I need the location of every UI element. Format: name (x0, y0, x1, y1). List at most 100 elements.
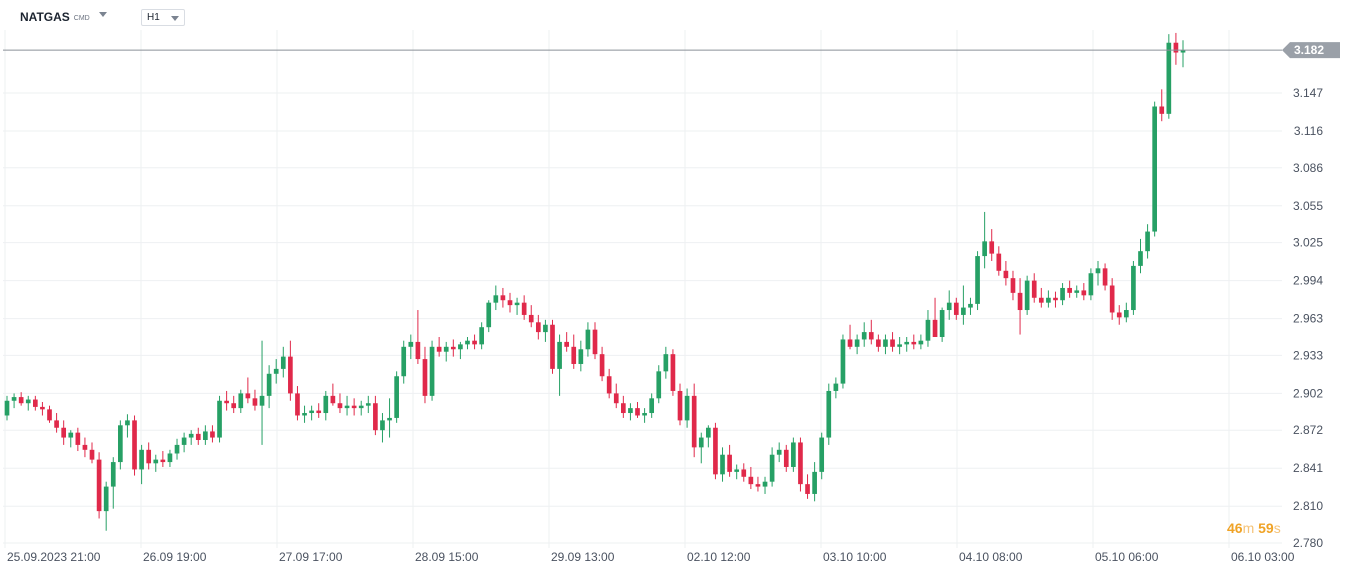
y-tick-label: 3.025 (1293, 236, 1323, 250)
y-tick-label: 3.086 (1293, 161, 1323, 175)
x-tick-label: 04.10 08:00 (959, 550, 1023, 564)
candle-down (132, 420, 137, 470)
candle-up (854, 339, 860, 347)
candle-up (125, 420, 130, 426)
countdown-seconds: 59 (1258, 520, 1274, 536)
candle-down (89, 449, 95, 460)
candle-down (571, 346, 577, 364)
candle-down (507, 300, 513, 306)
candle-down (1173, 42, 1179, 53)
candle-up (585, 329, 591, 350)
symbol-selector[interactable]: NATGAS CMD (20, 10, 107, 24)
candle-down (210, 431, 215, 438)
candle-down (1038, 297, 1044, 303)
candle-down (316, 410, 322, 414)
candle-up (925, 319, 931, 341)
candle-up (1046, 297, 1051, 303)
candle-down (606, 376, 612, 394)
x-tick-label: 27.09 17:00 (279, 550, 343, 564)
candle-up (458, 344, 463, 350)
y-tick-label: 2.841 (1293, 461, 1323, 475)
candle-up (776, 449, 782, 455)
candle-up (557, 341, 562, 369)
candle-down (96, 459, 102, 512)
candle-down (911, 341, 917, 345)
chevron-down-icon (171, 16, 179, 21)
candle-down (953, 302, 959, 315)
x-tick-label: 29.09 13:00 (551, 550, 615, 564)
candle-up (946, 302, 952, 311)
candle-up (543, 324, 548, 333)
candle-up (25, 399, 31, 404)
interval-label: H1 (147, 12, 160, 23)
last-price-label: 3.182 (1294, 43, 1324, 57)
candle-up (628, 408, 633, 414)
candle-up (217, 400, 222, 438)
candle-up (578, 349, 584, 364)
candle-up (684, 395, 690, 421)
candle-down (1003, 270, 1009, 279)
candle-down (47, 409, 52, 421)
candle-up (309, 410, 314, 414)
candle-up (280, 356, 286, 369)
candle-up (720, 454, 725, 475)
y-tick-label: 3.147 (1293, 86, 1323, 100)
candle-up (443, 346, 449, 352)
x-tick-label: 03.10 10:00 (823, 550, 887, 564)
candle-up (649, 398, 655, 414)
candle-up (706, 427, 711, 438)
candle-up (465, 340, 470, 345)
candle-down (876, 339, 881, 347)
candle-up (698, 437, 704, 448)
candle-down (146, 449, 152, 464)
candle-up (1088, 273, 1094, 296)
y-tick-label: 2.933 (1293, 348, 1323, 362)
candle-up (904, 341, 910, 345)
y-tick-label: 2.902 (1293, 386, 1323, 400)
candle-down (613, 393, 619, 404)
candle-up (1131, 265, 1136, 311)
candle-up (408, 341, 414, 347)
x-tick-label: 06.10 03:00 (1231, 550, 1295, 564)
x-tick-label: 28.09 15:00 (415, 550, 479, 564)
candle-down (691, 395, 697, 448)
y-tick-label: 2.810 (1293, 499, 1323, 513)
candle-up (103, 486, 109, 512)
candle-up (826, 390, 832, 438)
candle-down (54, 420, 59, 428)
candle-up (323, 395, 329, 414)
candle-up (656, 371, 662, 399)
candle-down (472, 340, 477, 345)
candle-up (1074, 290, 1080, 293)
candle-down (422, 359, 428, 396)
candle-up (387, 417, 392, 421)
x-tick-label: 02.10 12:00 (687, 550, 751, 564)
candle-down (670, 354, 676, 391)
candle-down (805, 484, 810, 494)
candle-down (755, 484, 761, 487)
candle-countdown: 46m 59s (1227, 520, 1281, 536)
interval-selector[interactable]: H1 (141, 9, 185, 26)
candle-up (259, 395, 265, 406)
candle-up (302, 413, 307, 416)
candle-down (231, 403, 237, 409)
candle-down (1031, 280, 1037, 298)
candle-up (266, 373, 272, 396)
candle-up (819, 437, 825, 472)
candle-down (61, 427, 67, 438)
candle-down (436, 346, 442, 352)
candle-up (663, 354, 669, 372)
last-price-tag (1282, 42, 1340, 59)
chevron-down-icon (98, 11, 107, 17)
candle-up (1145, 231, 1150, 252)
candle-down (160, 459, 166, 463)
candle-down (1109, 285, 1115, 313)
candle-down (1081, 290, 1087, 296)
candle-up (897, 344, 902, 347)
candle-up (110, 462, 116, 487)
candle-down (620, 403, 626, 414)
candle-down (847, 339, 853, 347)
candle-up (118, 425, 123, 463)
candle-up (174, 444, 180, 454)
